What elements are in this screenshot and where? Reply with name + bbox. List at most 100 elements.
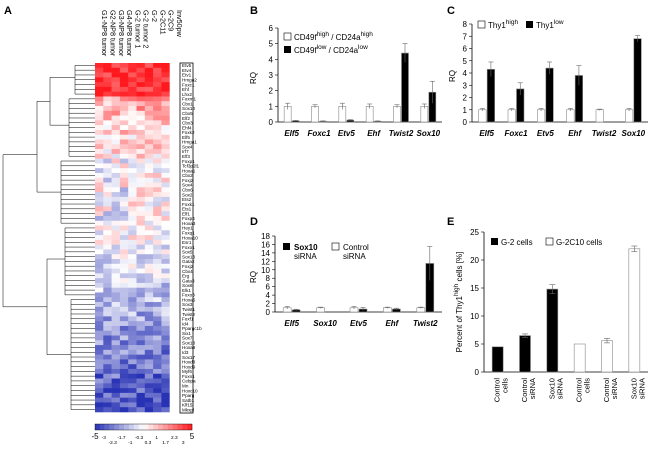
column-label: G-2 [150, 10, 159, 22]
heatmap-cell [136, 311, 146, 317]
heatmap-cell [103, 297, 112, 303]
heatmap-cell [153, 168, 162, 174]
heatmap-cell [136, 373, 146, 379]
heatmap-cell [119, 177, 129, 183]
y-axis-label: RQ [249, 72, 258, 84]
heatmap-cell [161, 172, 170, 179]
heatmap-cell [111, 235, 121, 241]
heatmap-cell [95, 86, 104, 92]
row-label: Sox3 [182, 302, 193, 307]
heatmap-cell [95, 354, 104, 360]
heatmap-cell [111, 392, 121, 398]
heatmap-cell [169, 230, 179, 236]
row-label: Foxp1 [182, 159, 195, 164]
heatmap-cell [136, 235, 146, 241]
heatmap-cell [128, 359, 137, 365]
y-tick-label: 10 [470, 312, 479, 321]
heatmap-cell [169, 349, 179, 355]
heatmap-cell [111, 63, 121, 69]
category-label-line: Control [493, 378, 502, 403]
row-label: Hey1 [182, 226, 193, 231]
heatmap-cell [128, 120, 137, 126]
heatmap-cell [119, 201, 129, 207]
heatmap-cell [119, 321, 129, 327]
bar [491, 346, 504, 373]
heatmap-cell [95, 82, 104, 88]
heatmap-cell [169, 82, 179, 88]
row-label: Sox6 [182, 283, 193, 288]
heatmap-cell [95, 153, 104, 159]
heatmap-cell [95, 292, 104, 298]
heatmap-cell [128, 67, 137, 73]
heatmap-cell [128, 278, 137, 284]
superscript: high [453, 283, 460, 296]
row-label: Id3 [182, 350, 189, 355]
heatmap-cell [119, 330, 129, 336]
heatmap-cell [111, 201, 121, 207]
heatmap-cell [128, 82, 137, 88]
heatmap-cell [103, 388, 112, 394]
heatmap-cell [136, 230, 146, 236]
legend-label: CD49flow / CD24alow [294, 44, 368, 55]
heatmap-cell [136, 364, 146, 370]
heatmap-cell [169, 110, 179, 116]
heatmap-cell [103, 139, 112, 145]
heatmap-cell [169, 91, 179, 97]
heatmap-cell [144, 263, 154, 269]
row-label: Pparg [182, 393, 195, 398]
heatmap-cell [153, 321, 162, 327]
heatmap-cell [169, 120, 179, 126]
heatmap-cell [119, 311, 129, 317]
legend-swatch [545, 237, 554, 246]
heatmap-cell [153, 397, 162, 403]
heatmap-cell [128, 383, 137, 389]
y-tick-label: 2 [266, 300, 271, 309]
heatmap-cell [169, 302, 179, 308]
heatmap-cell [119, 67, 129, 73]
heatmap-cell [169, 397, 179, 403]
y-tick-label: 2 [463, 94, 468, 103]
heatmap-cell [136, 340, 146, 346]
heatmap-cell [111, 364, 121, 370]
heatmap-cell [103, 325, 112, 332]
heatmap-cell [111, 220, 121, 226]
heatmap-cell [95, 407, 104, 413]
heatmap-cell [128, 263, 137, 269]
heatmap-cell [128, 230, 137, 236]
bar [628, 248, 641, 373]
heatmap-cell [153, 311, 162, 317]
row-label: Sox17 [182, 355, 195, 360]
category-label: Elf5 [284, 129, 299, 138]
heatmap-cell [161, 302, 170, 308]
heatmap-cell [111, 335, 121, 341]
heatmap-cell [111, 244, 121, 250]
heatmap-cell [119, 63, 129, 69]
heatmap-cell [128, 311, 137, 317]
heatmap-cell [153, 101, 162, 107]
heatmap-cell [153, 345, 162, 351]
heatmap-cell [153, 211, 162, 217]
legend-swatch [124, 424, 130, 430]
heatmap-cell [111, 96, 121, 102]
heatmap-cell [119, 239, 129, 245]
heatmap-cell [111, 82, 121, 88]
heatmap-cell [103, 134, 112, 140]
heatmap-cell [103, 172, 112, 179]
heatmap-cell [128, 282, 137, 288]
heatmap-cell [136, 249, 146, 255]
heatmap-cell [95, 101, 104, 107]
heatmap-cell [161, 168, 170, 174]
heatmap-cell [153, 201, 162, 207]
heatmap-cell [169, 239, 179, 245]
heatmap-cell [95, 254, 104, 260]
heatmap-cell [153, 172, 162, 179]
heatmap-cell [136, 259, 146, 265]
heatmap-cell [136, 82, 146, 88]
row-label: Cbx4 [182, 269, 193, 274]
heatmap-cell [153, 134, 162, 140]
heatmap-cell [136, 215, 146, 222]
heatmap-cell [161, 144, 170, 150]
heatmap-cell [103, 67, 112, 73]
heatmap-cell [136, 330, 146, 336]
heatmap-cell [161, 354, 170, 360]
